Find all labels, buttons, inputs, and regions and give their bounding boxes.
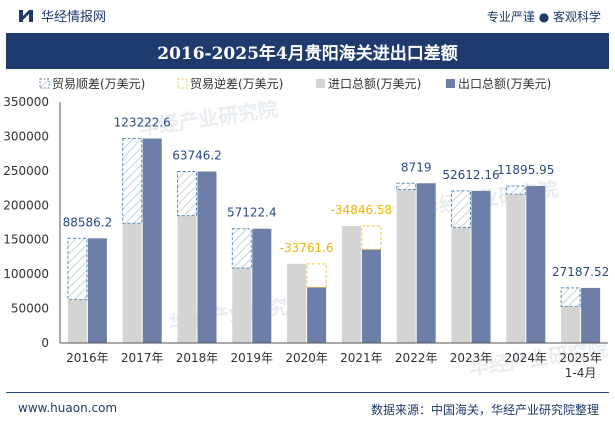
x-tick-label-line: 2019年 xyxy=(231,351,274,365)
import-bar xyxy=(177,215,197,343)
x-tick-label-line: 2016年 xyxy=(66,351,109,365)
brand-name: 华经情报网 xyxy=(41,10,107,25)
import-bar xyxy=(341,225,361,343)
export-bar xyxy=(361,249,381,343)
watermark-text: 华经产业研究院 xyxy=(467,337,609,380)
import-bar xyxy=(396,189,416,343)
x-tick-label: 2024年 xyxy=(505,351,548,365)
data-label: -33761.6 xyxy=(280,241,334,255)
footer-divider xyxy=(6,392,609,393)
watermark-text: 华经产业研究院 xyxy=(137,97,279,140)
chart-title: 2016-2025年4月贵阳海关进出口差额 xyxy=(6,33,609,69)
x-tick-label-line: 2020年 xyxy=(285,351,328,365)
data-label: 63746.2 xyxy=(172,149,222,163)
tagline: 专业严谨 ● 客观科学 xyxy=(486,10,601,24)
x-tick-label: 2025年 1-4月 xyxy=(559,351,602,380)
y-tick-label: 0 xyxy=(41,336,49,350)
watermark-text: 华经产业研究院 xyxy=(417,177,559,220)
legend-swatch-export xyxy=(446,79,455,88)
export-bar xyxy=(142,138,162,343)
legend-label: 贸易顺差(万美元) xyxy=(52,77,145,91)
x-tick-label: 2018年 xyxy=(176,351,219,365)
export-bar xyxy=(526,186,546,343)
data-label: 27187.52 xyxy=(552,265,609,279)
y-tick-label: 150000 xyxy=(3,233,49,247)
legend-label: 贸易逆差(万美元) xyxy=(190,76,283,91)
x-tick-label: 2023年 xyxy=(450,351,493,365)
export-bar xyxy=(416,183,436,343)
y-tick-label: 300000 xyxy=(3,129,49,143)
data-label: 88586.2 xyxy=(63,215,113,229)
data-label: 52612.16 xyxy=(442,168,499,182)
y-tick-label: 100000 xyxy=(3,267,49,281)
import-bar xyxy=(67,299,87,343)
surplus-bar xyxy=(396,182,417,190)
surplus-bar xyxy=(122,137,143,224)
legend-item: 贸易顺差(万美元) xyxy=(39,77,145,91)
y-tick-label: 50000 xyxy=(11,302,49,316)
legend-swatch-import xyxy=(316,79,325,88)
import-bar xyxy=(232,267,252,343)
data-label: 8719 xyxy=(401,160,432,174)
x-tick-label-line: 2018年 xyxy=(176,351,219,365)
top-bar: 华经情报网 专业严谨 ● 客观科学 xyxy=(0,0,615,30)
export-bar xyxy=(252,228,272,343)
legend-swatch-surplus xyxy=(39,78,50,89)
x-tick-label-line: 2017年 xyxy=(121,351,164,365)
x-tick-label: 2020年 xyxy=(285,351,328,365)
surplus-bar xyxy=(67,237,88,301)
import-bar xyxy=(287,263,307,343)
import-bar xyxy=(451,227,471,343)
x-tick-label-line: 2022年 xyxy=(395,351,438,365)
surplus-bar xyxy=(451,190,471,228)
y-tick-label: 250000 xyxy=(3,164,49,178)
y-tick-label: 350000 xyxy=(3,95,49,109)
import-bar xyxy=(561,306,581,343)
legend-item: 贸易逆差(万美元) xyxy=(177,76,283,91)
x-tick-label: 2022年 xyxy=(395,351,438,365)
x-tick-label-line: 2025年 xyxy=(559,351,602,365)
legend-label: 进口总额(万美元) xyxy=(328,77,421,91)
legend-label: 出口总额(万美元) xyxy=(458,77,551,91)
brand: 华经情报网 xyxy=(18,6,106,25)
x-tick-label: 2019年 xyxy=(231,351,274,365)
legend-item: 进口总额(万美元) xyxy=(316,77,421,91)
x-tick-label-line: 1-4月 xyxy=(565,366,597,380)
deficit-bar xyxy=(306,263,327,288)
surplus-bar xyxy=(231,228,252,269)
import-bar xyxy=(122,223,142,343)
x-tick-label-line: 2024年 xyxy=(505,351,548,365)
x-tick-label-line: 2023年 xyxy=(450,351,493,365)
surplus-bar xyxy=(560,287,581,308)
data-label: 123222.6 xyxy=(114,115,171,129)
surplus-bar xyxy=(177,171,197,217)
x-tick-label: 2017年 xyxy=(121,351,164,365)
export-bar xyxy=(87,238,107,343)
deficit-bar xyxy=(361,225,382,250)
y-tick-label: 200000 xyxy=(3,198,49,212)
data-label: -34846.58 xyxy=(331,203,393,217)
footer-website: www.huaon.com xyxy=(18,401,118,415)
export-bar xyxy=(197,171,217,343)
data-label: 11895.95 xyxy=(497,163,554,177)
legend-item: 出口总额(万美元) xyxy=(446,77,551,91)
data-label: 57122.4 xyxy=(227,206,277,220)
huajing-logo-icon xyxy=(19,9,33,22)
x-tick-label: 2016年 xyxy=(66,351,109,365)
legend-swatch-deficit xyxy=(177,78,188,89)
surplus-bar xyxy=(505,185,526,195)
footer-source: 数据来源：中国海关，华经产业研究院整理 xyxy=(370,403,599,417)
x-tick-label: 2021年 xyxy=(340,351,383,365)
import-bar xyxy=(506,194,526,343)
export-bar xyxy=(581,287,601,343)
x-tick-label-line: 2021年 xyxy=(340,351,383,365)
watermark-text: 华经产业研究院 xyxy=(167,292,309,335)
export-bar xyxy=(471,190,491,343)
export-bar xyxy=(307,287,327,343)
